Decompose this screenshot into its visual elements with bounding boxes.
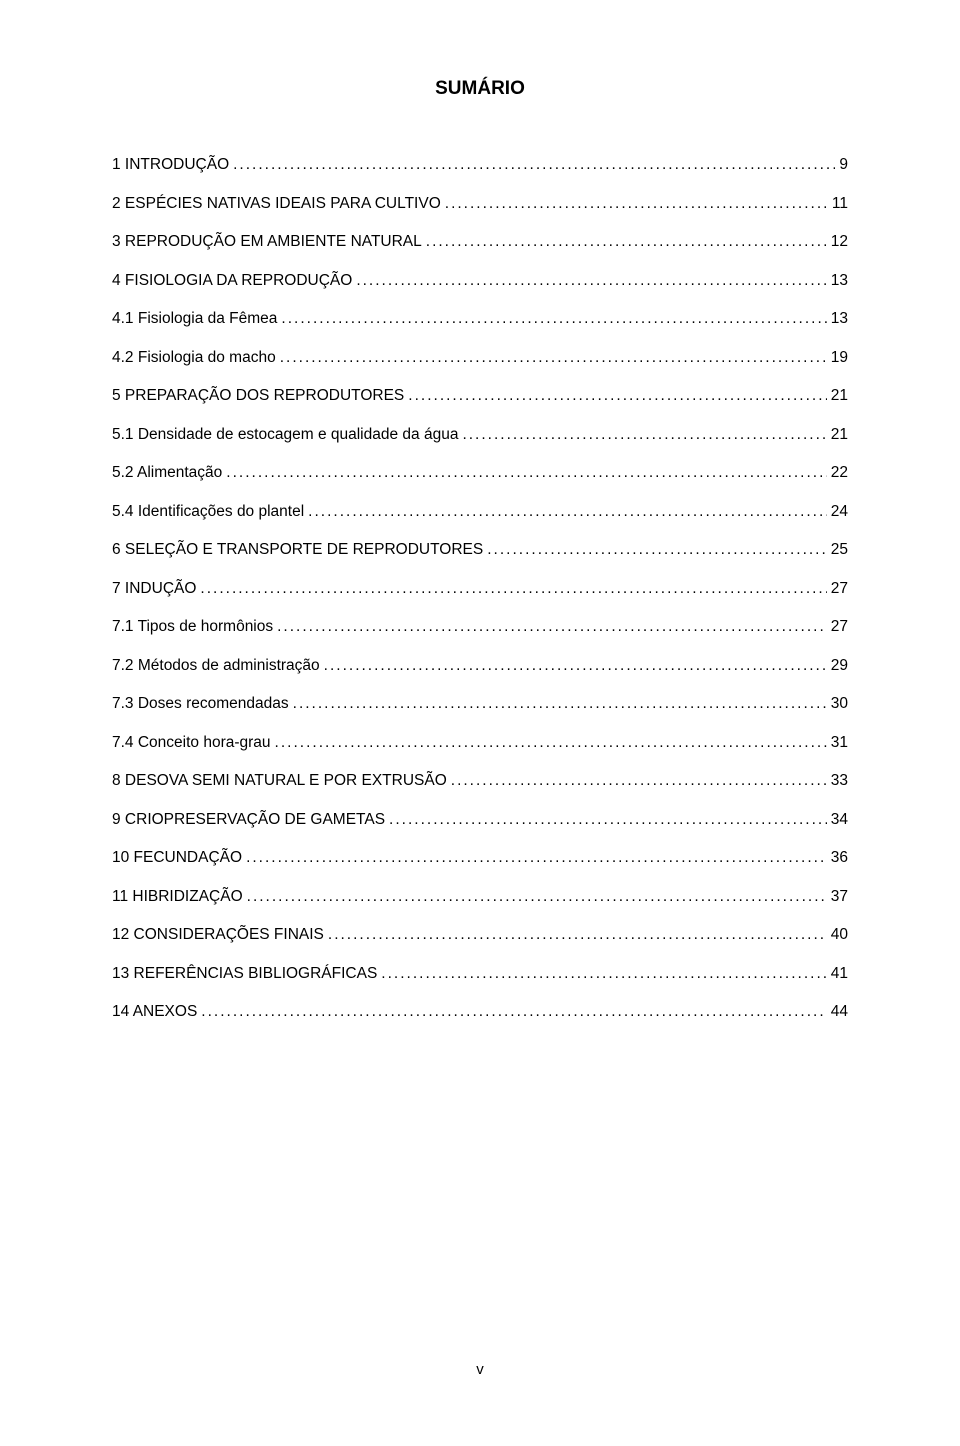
toc-entry-label: 9 CRIOPRESERVAÇÃO DE GAMETAS bbox=[112, 811, 385, 829]
toc-entry-page: 11 bbox=[832, 195, 848, 213]
toc-entry: 14 ANEXOS 44 bbox=[112, 1003, 848, 1021]
toc-entry-page: 29 bbox=[831, 657, 848, 675]
toc-entry-label: 10 FECUNDAÇÃO bbox=[112, 849, 242, 867]
toc-entry-page: 37 bbox=[831, 888, 848, 906]
toc-entry-leader bbox=[408, 387, 826, 405]
toc-entry-label: 7 INDUÇÃO bbox=[112, 580, 196, 598]
toc-entry-label: 3 REPRODUÇÃO EM AMBIENTE NATURAL bbox=[112, 233, 422, 251]
toc-entry-label: 12 CONSIDERAÇÕES FINAIS bbox=[112, 926, 324, 944]
toc-entry-page: 41 bbox=[831, 965, 848, 983]
toc-entry-label: 7.2 Métodos de administração bbox=[112, 657, 320, 675]
toc-entry-leader bbox=[356, 272, 826, 290]
toc-entry: 9 CRIOPRESERVAÇÃO DE GAMETAS 34 bbox=[112, 811, 848, 829]
toc-entry: 7.4 Conceito hora-grau 31 bbox=[112, 734, 848, 752]
toc-entry-leader bbox=[247, 888, 827, 906]
toc-entry: 5.4 Identificações do plantel 24 bbox=[112, 503, 848, 521]
toc-entry-leader bbox=[487, 541, 827, 559]
toc-entry-page: 25 bbox=[831, 541, 848, 559]
toc-entry-leader bbox=[381, 965, 826, 983]
toc-entry-leader bbox=[277, 618, 827, 636]
toc-entry-page: 13 bbox=[831, 272, 848, 290]
toc-entry-page: 24 bbox=[831, 503, 848, 521]
toc-entry-page: 34 bbox=[831, 811, 848, 829]
toc-entry-label: 2 ESPÉCIES NATIVAS IDEAIS PARA CULTIVO bbox=[112, 195, 441, 213]
toc-entry-leader bbox=[389, 811, 827, 829]
toc-entry: 11 HIBRIDIZAÇÃO 37 bbox=[112, 888, 848, 906]
toc-entry-label: 4.2 Fisiologia do macho bbox=[112, 349, 276, 367]
toc-entry-leader bbox=[324, 657, 827, 675]
toc-entry-label: 5.1 Densidade de estocagem e qualidade d… bbox=[112, 426, 458, 444]
toc-entry-leader bbox=[275, 734, 827, 752]
toc-entry-page: 21 bbox=[831, 387, 848, 405]
toc-entry: 5.2 Alimentação 22 bbox=[112, 464, 848, 482]
toc-entry-leader bbox=[200, 580, 826, 598]
toc-entry-label: 4.1 Fisiologia da Fêmea bbox=[112, 310, 277, 328]
toc-entry-label: 7.3 Doses recomendadas bbox=[112, 695, 289, 713]
toc-entry-leader bbox=[308, 503, 827, 521]
toc-entry: 7.2 Métodos de administração 29 bbox=[112, 657, 848, 675]
toc-entry: 2 ESPÉCIES NATIVAS IDEAIS PARA CULTIVO 1… bbox=[112, 195, 848, 213]
toc-entry-page: 30 bbox=[831, 695, 848, 713]
toc-entry-leader bbox=[226, 464, 826, 482]
toc-entry-label: 5.4 Identificações do plantel bbox=[112, 503, 304, 521]
toc-entry-page: 33 bbox=[831, 772, 848, 790]
toc-entry-label: 1 INTRODUÇÃO bbox=[112, 156, 229, 174]
toc-entry: 3 REPRODUÇÃO EM AMBIENTE NATURAL 12 bbox=[112, 233, 848, 251]
toc-entry-page: 21 bbox=[831, 426, 848, 444]
toc-entry-leader bbox=[293, 695, 827, 713]
toc-entry-leader bbox=[201, 1003, 826, 1021]
toc-entry-page: 19 bbox=[831, 349, 848, 367]
toc-entry-leader bbox=[233, 156, 835, 174]
toc-entry: 6 SELEÇÃO E TRANSPORTE DE REPRODUTORES 2… bbox=[112, 541, 848, 559]
toc-entry: 5.1 Densidade de estocagem e qualidade d… bbox=[112, 426, 848, 444]
toc-entry-leader bbox=[451, 772, 827, 790]
document-page: SUMÁRIO 1 INTRODUÇÃO 9 2 ESPÉCIES NATIVAS… bbox=[0, 0, 960, 1021]
toc-entry-label: 13 REFERÊNCIAS BIBLIOGRÁFICAS bbox=[112, 965, 377, 983]
toc-entry: 7 INDUÇÃO 27 bbox=[112, 580, 848, 598]
toc-entry-label: 8 DESOVA SEMI NATURAL E POR EXTRUSÃO bbox=[112, 772, 447, 790]
toc-entry-label: 5.2 Alimentação bbox=[112, 464, 222, 482]
toc-entry: 1 INTRODUÇÃO 9 bbox=[112, 156, 848, 174]
toc-entry: 7.1 Tipos de hormônios 27 bbox=[112, 618, 848, 636]
toc-entry-page: 36 bbox=[831, 849, 848, 867]
toc-entry: 8 DESOVA SEMI NATURAL E POR EXTRUSÃO 33 bbox=[112, 772, 848, 790]
toc-entry-page: 31 bbox=[831, 734, 848, 752]
toc-entry: 7.3 Doses recomendadas 30 bbox=[112, 695, 848, 713]
toc-entry: 10 FECUNDAÇÃO 36 bbox=[112, 849, 848, 867]
toc-entry-page: 9 bbox=[839, 156, 848, 174]
toc-entry-page: 44 bbox=[831, 1003, 848, 1021]
toc-entry-leader bbox=[445, 195, 828, 213]
toc-entry-label: 7.1 Tipos de hormônios bbox=[112, 618, 273, 636]
toc-entry-leader bbox=[246, 849, 827, 867]
toc-entry: 4 FISIOLOGIA DA REPRODUÇÃO 13 bbox=[112, 272, 848, 290]
toc-entry-page: 27 bbox=[831, 618, 848, 636]
toc-entry-label: 4 FISIOLOGIA DA REPRODUÇÃO bbox=[112, 272, 352, 290]
toc-entry-label: 11 HIBRIDIZAÇÃO bbox=[112, 888, 243, 906]
toc-entry-page: 12 bbox=[831, 233, 848, 251]
table-of-contents: 1 INTRODUÇÃO 9 2 ESPÉCIES NATIVAS IDEAIS … bbox=[112, 156, 848, 1021]
toc-entry-page: 40 bbox=[831, 926, 848, 944]
toc-entry-label: 5 PREPARAÇÃO DOS REPRODUTORES bbox=[112, 387, 404, 405]
toc-entry-leader bbox=[462, 426, 826, 444]
toc-entry: 13 REFERÊNCIAS BIBLIOGRÁFICAS 41 bbox=[112, 965, 848, 983]
page-footer: v bbox=[0, 1361, 960, 1378]
toc-entry-leader bbox=[281, 310, 826, 328]
toc-entry-page: 27 bbox=[831, 580, 848, 598]
toc-entry-page: 13 bbox=[831, 310, 848, 328]
toc-entry-leader bbox=[426, 233, 827, 251]
toc-entry-label: 14 ANEXOS bbox=[112, 1003, 197, 1021]
toc-entry: 4.2 Fisiologia do macho 19 bbox=[112, 349, 848, 367]
toc-entry: 12 CONSIDERAÇÕES FINAIS 40 bbox=[112, 926, 848, 944]
toc-entry-leader bbox=[280, 349, 827, 367]
toc-entry-leader bbox=[328, 926, 827, 944]
toc-entry: 5 PREPARAÇÃO DOS REPRODUTORES 21 bbox=[112, 387, 848, 405]
toc-entry-label: 6 SELEÇÃO E TRANSPORTE DE REPRODUTORES bbox=[112, 541, 483, 559]
toc-entry: 4.1 Fisiologia da Fêmea 13 bbox=[112, 310, 848, 328]
toc-entry-page: 22 bbox=[831, 464, 848, 482]
toc-entry-label: 7.4 Conceito hora-grau bbox=[112, 734, 271, 752]
page-title: SUMÁRIO bbox=[112, 78, 848, 100]
